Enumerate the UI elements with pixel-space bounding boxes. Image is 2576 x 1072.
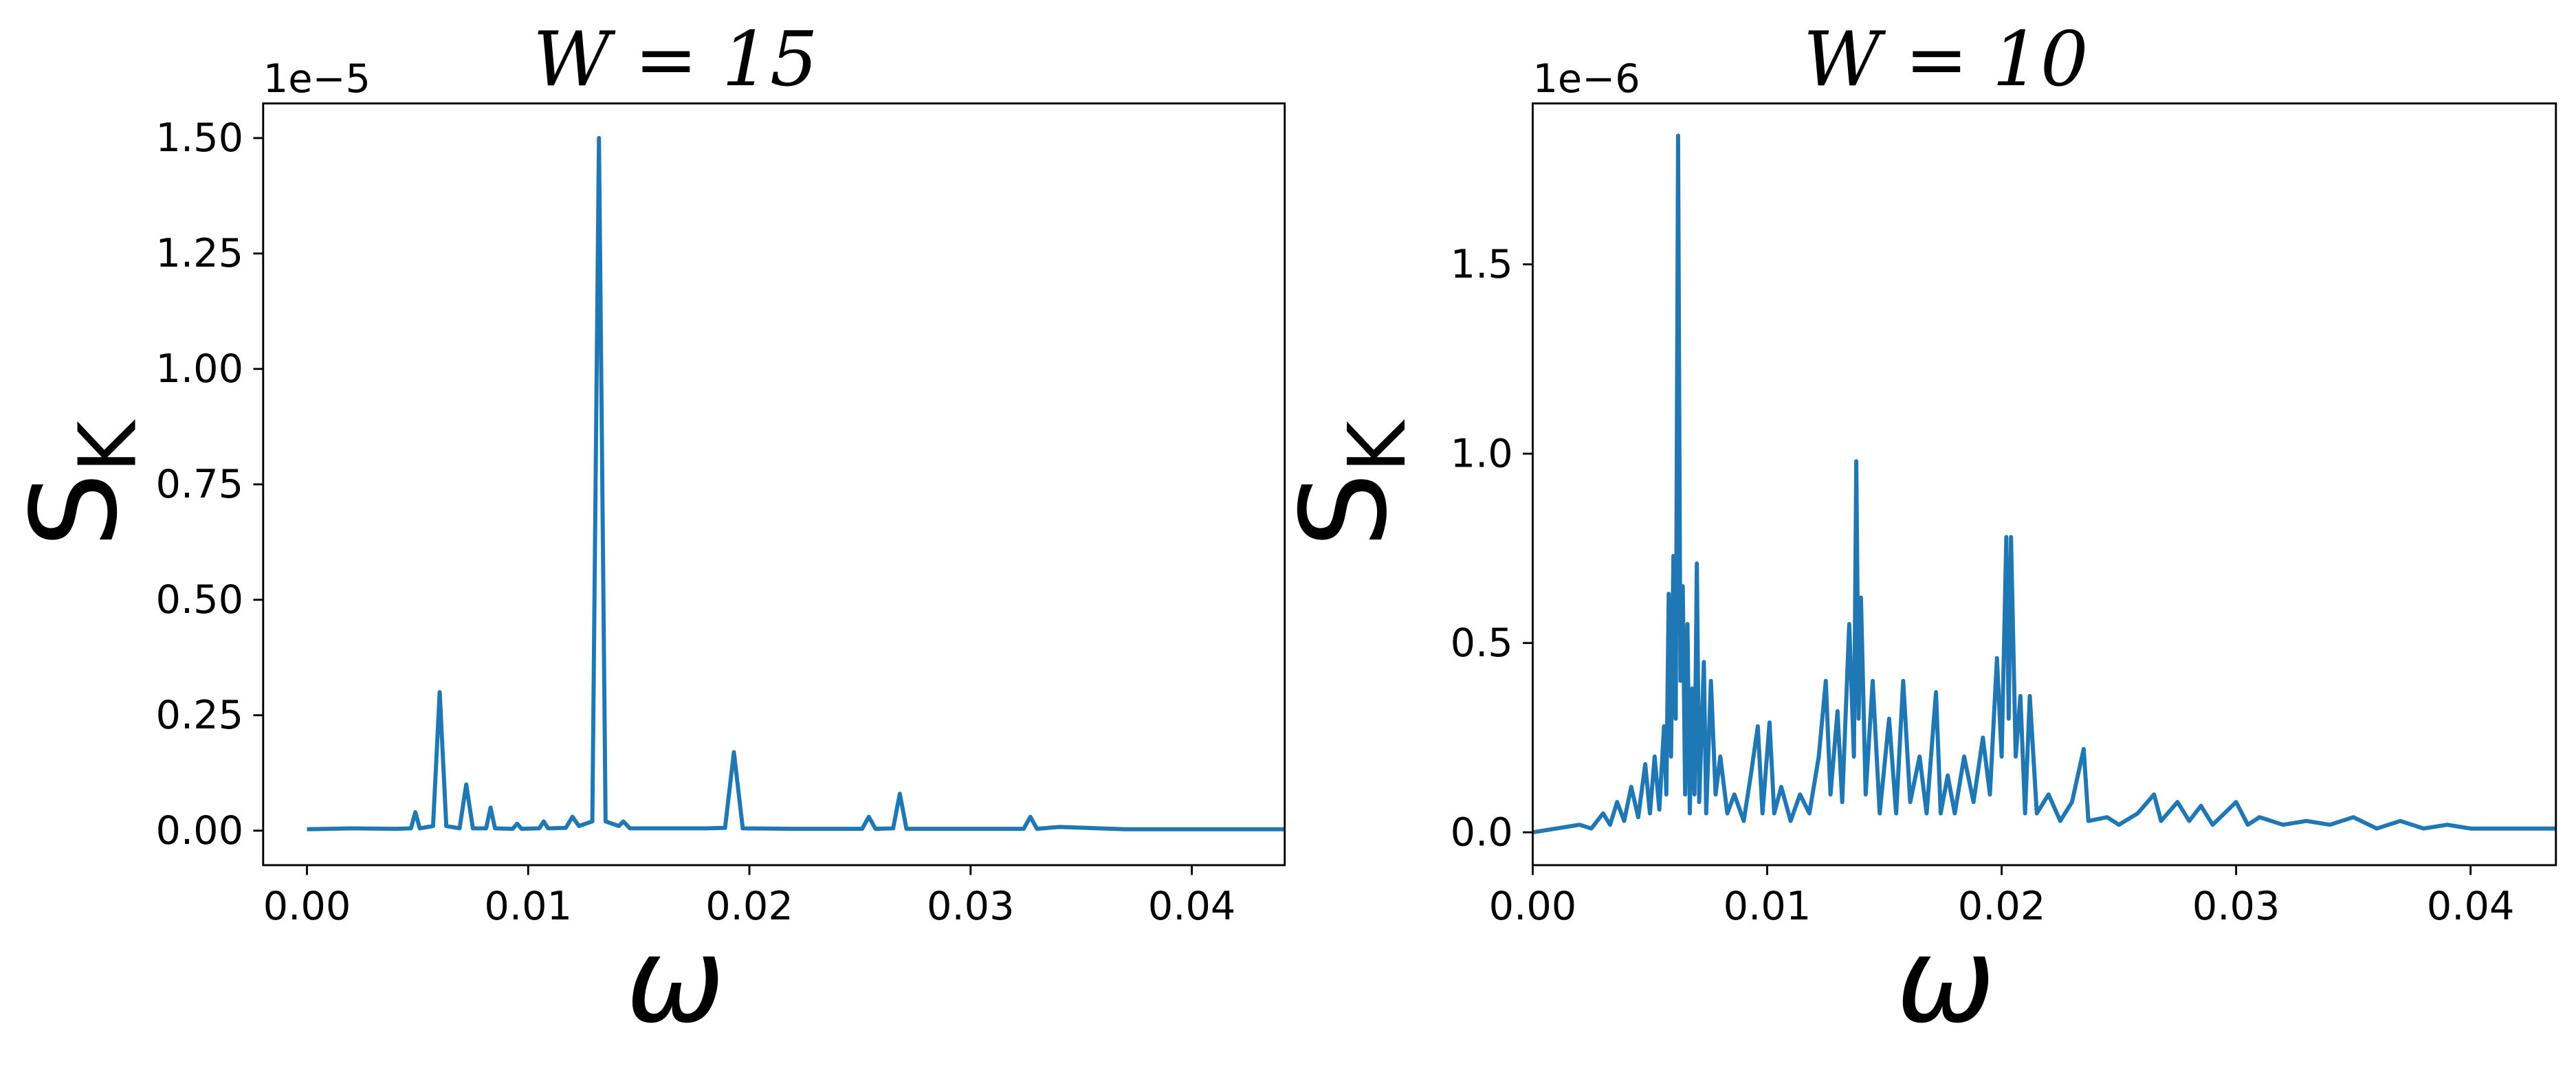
x-axis-label: ω <box>626 911 725 1049</box>
y-tick-label: 0.5 <box>1451 620 1513 666</box>
subplot: 0.00 0.01 0.02 0.03 0.04 0.00 0.25 0.50 0.75 1.00… <box>5 15 1286 1049</box>
y-axis-label: SK <box>5 419 155 548</box>
subplot-title: W = 15 <box>533 15 818 103</box>
x-tick-label: 0.04 <box>2427 883 2515 929</box>
x-tick-label: 0.01 <box>1724 883 1812 929</box>
y-offset-label: 1e−5 <box>263 56 371 102</box>
x-tick-label: 0.02 <box>705 883 793 929</box>
y-axis-label-sub: K <box>1332 419 1424 473</box>
x-tick-label: 0.02 <box>1958 883 2046 929</box>
x-tick-label: 0.01 <box>484 883 572 929</box>
y-tick-label: 1.25 <box>155 230 243 276</box>
y-tick-label: 1.5 <box>1451 241 1513 287</box>
y-tick-label: 0.00 <box>155 807 243 853</box>
y-axis-label-main: S <box>5 473 144 548</box>
y-offset-label: 1e−6 <box>1532 56 1640 102</box>
x-tick-label: 0.03 <box>927 883 1015 929</box>
y-axis-label-sub: K <box>63 419 154 473</box>
y-axis-label-main: S <box>1275 473 1413 548</box>
axes-frame <box>1532 102 2557 867</box>
data-line <box>307 135 1285 831</box>
x-tick-label: 0.03 <box>2192 883 2280 929</box>
y-tick-label: 0.50 <box>155 577 243 623</box>
x-tick-label: 0.00 <box>263 883 351 929</box>
y-tick-label: 1.00 <box>155 346 243 392</box>
y-axis-label: SK <box>1275 419 1424 548</box>
subplot-title: W = 10 <box>1803 15 2089 103</box>
y-tick-label: 0.0 <box>1451 809 1513 855</box>
data-line <box>1532 133 2555 835</box>
x-tick-label: 0.00 <box>1489 883 1577 929</box>
subplot: 0.00 0.01 0.02 0.03 0.04 0.0 0.5 1.0 1.5 1e−6 W = … <box>1275 15 2557 1049</box>
y-tick-label: 0.25 <box>155 692 243 738</box>
y-tick-label: 1.0 <box>1451 430 1513 476</box>
x-tick-label: 0.04 <box>1148 883 1236 929</box>
axes-frame <box>262 102 1286 867</box>
x-axis-label: ω <box>1896 911 1995 1049</box>
y-tick-label: 0.75 <box>155 461 243 507</box>
y-tick-label: 1.50 <box>155 115 243 161</box>
